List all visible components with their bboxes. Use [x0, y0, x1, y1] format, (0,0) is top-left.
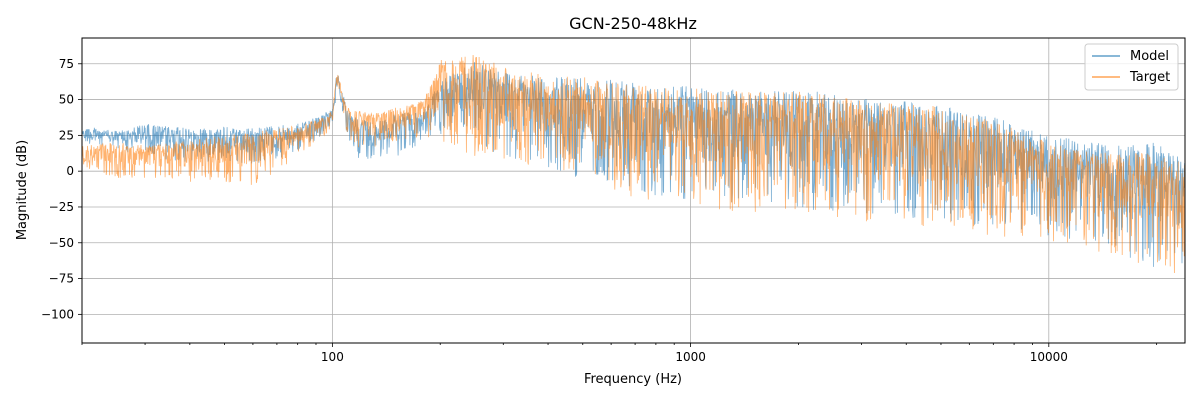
x-tick-label: 1000 [675, 350, 706, 364]
ticks: 100 1000 10000 75 50 25 0 −25 −50 −75 −100 [41, 57, 1158, 364]
y-tick-label: −100 [41, 307, 74, 321]
x-tick-label: 100 [321, 350, 344, 364]
y-axis-label: Magnitude (dB) [15, 140, 30, 240]
chart-title: GCN-250-48kHz [569, 14, 697, 33]
legend-label-model: Model [1130, 49, 1169, 64]
y-tick-label: 75 [59, 57, 74, 71]
y-tick-label: 25 [59, 128, 74, 142]
x-tick-label: 10000 [1030, 350, 1068, 364]
plot-frame [81, 37, 1186, 344]
series-line-target [82, 54, 1185, 274]
y-tick-label: 50 [59, 93, 74, 107]
legend: Model Target [1084, 43, 1179, 91]
y-tick-label: −25 [49, 200, 74, 214]
y-tick-label: −50 [49, 236, 74, 250]
series-layer [82, 54, 1185, 274]
y-tick-label: −75 [49, 272, 74, 286]
y-tick-label: 0 [66, 164, 74, 178]
x-axis-label: Frequency (Hz) [584, 372, 682, 387]
legend-label-target: Target [1129, 70, 1170, 85]
